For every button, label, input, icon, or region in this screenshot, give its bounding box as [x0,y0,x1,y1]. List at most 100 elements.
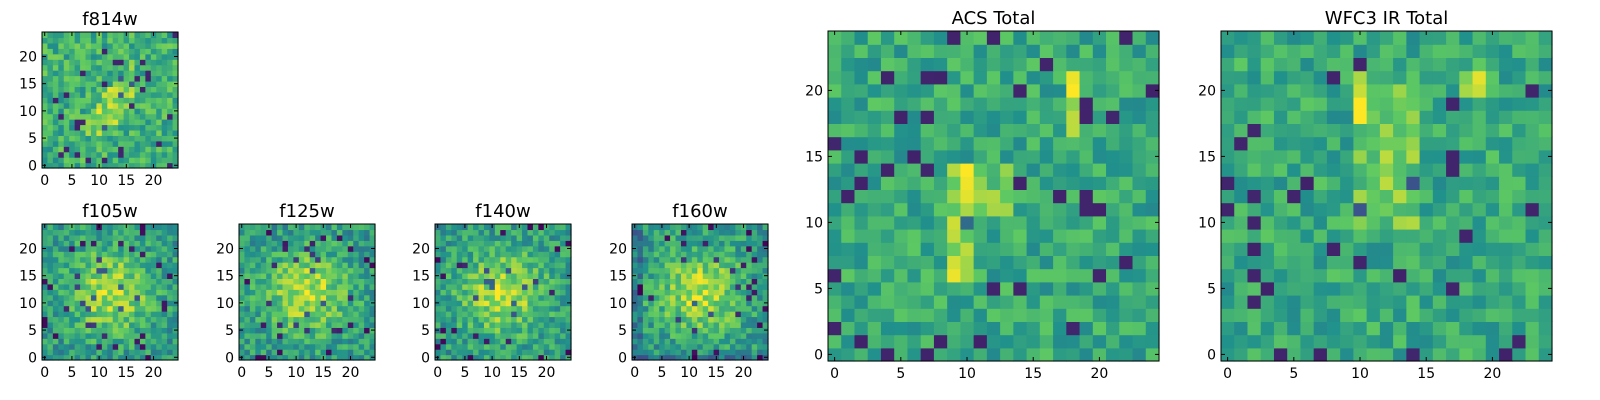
heatmap-cell [920,295,935,309]
heatmap-cell [757,332,764,339]
heatmap-cell [239,262,246,269]
heatmap-cell [1221,295,1235,309]
heatmap-cell [713,267,720,274]
heatmap-cell [80,91,87,98]
heatmap-cell [1313,229,1328,243]
heatmap-cell [735,240,742,247]
heatmap-cell [1013,110,1028,124]
heatmap-cell [740,327,747,334]
heatmap-cell [315,283,322,290]
heatmap-cell [1366,347,1381,362]
heatmap-cell [58,267,65,274]
heatmap-cell [358,289,365,296]
heatmap-cell [1340,44,1354,58]
heatmap-cell [462,300,469,307]
heatmap-cell [637,294,644,301]
heatmap-cell [85,289,92,296]
heatmap-cell [129,97,136,104]
heatmap-cell [445,240,452,247]
heatmap-cell [298,267,305,274]
heatmap-cell [1366,149,1381,164]
heatmap-cell [369,294,376,301]
heatmap-cell [58,157,65,164]
heatmap-cell [1092,123,1107,138]
heatmap-cell [260,354,267,361]
heatmap-cell [659,338,666,345]
heatmap-cell [478,354,485,361]
heatmap-cell [1092,57,1107,72]
heatmap-cell [1119,295,1134,309]
heatmap-cell [467,349,474,356]
heatmap-cell [867,242,882,256]
heatmap-cell [686,327,693,334]
heatmap-cell [326,316,333,323]
heatmap-cell [933,149,948,164]
heatmap-cell [522,316,529,323]
heatmap-cell [161,234,168,241]
heatmap-cell [358,262,365,269]
heatmap-cell [315,256,322,263]
heatmap-cell [326,234,333,241]
heatmap-cell [1419,97,1434,111]
heatmap-cell [47,245,54,252]
heatmap-cell [907,308,922,322]
heatmap-cell [58,262,65,269]
heatmap-cell [85,151,92,158]
y-tick-label: 15 [412,269,430,285]
heatmap-cell [538,224,545,231]
heatmap-cell [347,338,354,345]
heatmap-cell [841,176,856,190]
heatmap-cell [287,316,294,323]
heatmap-cell [456,283,463,290]
heatmap-cell [52,262,59,269]
heatmap-cell [1145,215,1160,230]
heatmap-cell [724,245,731,252]
heatmap-cell [309,278,316,285]
heatmap-cell [702,256,709,263]
heatmap-cell [675,251,682,258]
heatmap-cell [435,262,442,269]
heatmap-cell [1000,242,1014,256]
heatmap-cell [239,316,246,323]
heatmap-cell [249,245,256,252]
heatmap-cell [841,136,856,151]
heatmap-cell [746,262,753,269]
heatmap-cell [167,234,174,241]
heatmap-cell [271,245,278,252]
heatmap-cell [63,140,70,147]
heatmap-cell [642,240,649,247]
heatmap-cell [735,283,742,290]
heatmap-cell [702,283,709,290]
heatmap-cell [1313,268,1328,283]
heatmap-cell [894,281,909,296]
heatmap-cell [986,123,1001,138]
heatmap-cell [1260,347,1275,362]
heatmap-cell [134,53,141,60]
heatmap-cell [637,343,644,350]
heatmap-cell [1106,31,1120,45]
heatmap-cell [150,311,157,318]
heatmap-cell [560,294,567,301]
heatmap-cell [933,334,948,349]
heatmap-cell [112,338,119,345]
heatmap-cell [277,251,284,258]
heatmap-cell [47,316,54,323]
heatmap-cell [161,42,168,49]
heatmap-cell [527,278,534,285]
heatmap-cell [107,48,114,55]
heatmap-cell [1260,44,1275,58]
heatmap-cell [828,295,842,309]
heatmap-cell [145,343,152,350]
heatmap-cell [107,157,114,164]
heatmap-cell [494,278,501,285]
heatmap-cell [145,278,152,285]
heatmap-cell [358,229,365,236]
heatmap-cell [74,162,81,169]
heatmap-cell [1353,123,1368,138]
heatmap-cell [659,234,666,241]
heatmap-cell [134,272,141,279]
heatmap-cell [1066,281,1081,296]
heatmap-cell [757,343,764,350]
heatmap-cell [697,229,704,236]
heatmap-cell [697,272,704,279]
